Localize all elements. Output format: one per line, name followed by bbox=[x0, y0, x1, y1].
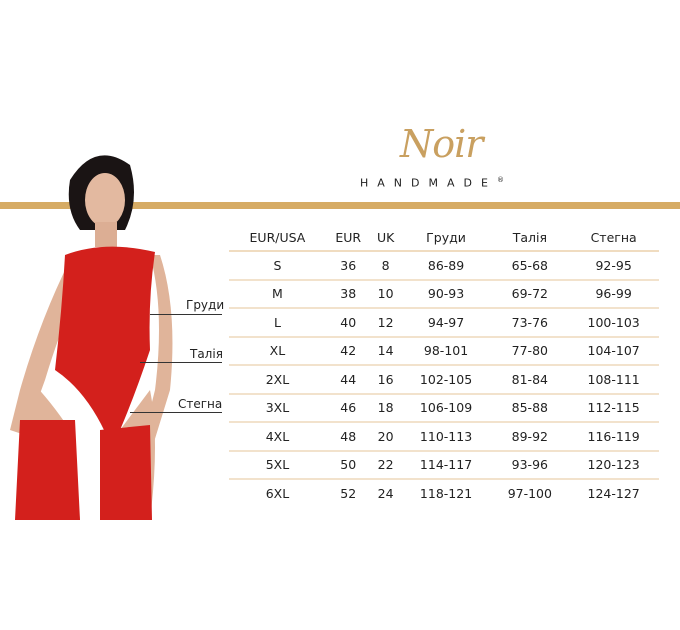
column-header: Талія bbox=[491, 224, 569, 252]
table-cell: 42 bbox=[325, 336, 371, 366]
chest-line bbox=[150, 314, 222, 315]
table-cell: 16 bbox=[370, 365, 401, 395]
logo-subtitle: HANDMADE® bbox=[360, 176, 504, 190]
table-cell: 52 bbox=[340, 485, 357, 501]
arms bbox=[10, 255, 173, 455]
table-cell: 98-101 bbox=[400, 336, 492, 366]
table-cell: 14 bbox=[370, 336, 401, 366]
size-table: EUR/USA EUR UK Груди Талія Стегна S 36 8 86-89 65… bbox=[229, 224, 659, 507]
chest-label: Груди bbox=[186, 298, 225, 312]
table-cell: 108-111 bbox=[568, 365, 659, 395]
table-cell: 40 bbox=[325, 308, 371, 338]
table-cell: 118-121 bbox=[419, 485, 473, 501]
table-cell: 124-127 bbox=[587, 485, 640, 501]
table-cell: 97-100 bbox=[507, 485, 552, 501]
table-cell: 102-105 bbox=[400, 365, 492, 395]
logo-script: Noir bbox=[400, 122, 483, 166]
table-cell: 92-95 bbox=[568, 251, 659, 281]
table-cell: 20 bbox=[370, 422, 401, 452]
table-cell: 90-93 bbox=[400, 279, 492, 309]
table-cell: 120-123 bbox=[568, 450, 659, 480]
table-cell: 48 bbox=[325, 422, 371, 452]
table-cell: 106-109 bbox=[400, 393, 492, 423]
table-cell: 65-68 bbox=[491, 251, 569, 281]
table-row: 3XL 46 18 106-109 85-88 112-115 bbox=[229, 393, 659, 423]
table-row: S 36 8 86-89 65-68 92-95 bbox=[229, 251, 659, 281]
table-cell: 5XL bbox=[229, 450, 326, 480]
table-cell: 110-113 bbox=[400, 422, 492, 452]
column-header: Стегна bbox=[568, 224, 659, 252]
table-cell: 85-88 bbox=[491, 393, 569, 423]
table-row: 5XL 50 22 114-117 93-96 120-123 bbox=[229, 450, 659, 480]
table-cell: 100-103 bbox=[568, 308, 659, 338]
column-header: EUR/USA bbox=[229, 224, 326, 252]
table-cell: 4XL bbox=[229, 422, 326, 452]
table-header: EUR/USA EUR UK Груди Талія Стегна bbox=[229, 224, 659, 252]
model-photo bbox=[10, 155, 173, 520]
table-cell: 2XL bbox=[229, 365, 326, 395]
face bbox=[85, 173, 125, 227]
table-cell: 96-99 bbox=[568, 279, 659, 309]
table-cell: 112-115 bbox=[568, 393, 659, 423]
hips-label: Стегна bbox=[178, 397, 223, 411]
table-cell: L bbox=[229, 308, 326, 338]
table-cell: 8 bbox=[370, 251, 401, 281]
table-cell: 36 bbox=[325, 251, 371, 281]
table-cell: 114-117 bbox=[400, 450, 492, 480]
table-cell: XL bbox=[229, 336, 326, 366]
table-row: XL 42 14 98-101 77-80 104-107 bbox=[229, 336, 659, 366]
waist-line bbox=[140, 362, 222, 363]
table-row: 2XL 44 16 102-105 81-84 108-111 bbox=[229, 365, 659, 395]
table-cell: 81-84 bbox=[491, 365, 569, 395]
table-cell: M bbox=[229, 279, 326, 309]
table-row: M 38 10 90-93 69-72 96-99 bbox=[229, 279, 659, 309]
table-cell: 86-89 bbox=[400, 251, 492, 281]
table-row: 6XL 52 24 118-121 97-100 124-127 bbox=[229, 479, 659, 507]
table-cell: 10 bbox=[370, 279, 401, 309]
table-cell: 22 bbox=[370, 450, 401, 480]
table-cell: 38 bbox=[325, 279, 371, 309]
bodysuit bbox=[55, 246, 155, 432]
table-cell: S bbox=[229, 251, 326, 281]
neck bbox=[95, 222, 117, 247]
stockings bbox=[15, 420, 152, 520]
table-cell: 6XL bbox=[265, 485, 290, 501]
column-header: Груди bbox=[400, 224, 492, 252]
table-cell: 50 bbox=[325, 450, 371, 480]
table-cell: 116-119 bbox=[568, 422, 659, 452]
logo-sub-text: HANDMADE bbox=[360, 176, 497, 190]
table-row: L 40 12 94-97 73-76 100-103 bbox=[229, 308, 659, 338]
column-header: EUR bbox=[325, 224, 371, 252]
table-cell: 12 bbox=[370, 308, 401, 338]
waist-label: Талія bbox=[190, 347, 223, 361]
registered-mark: ® bbox=[496, 176, 504, 184]
table-cell: 69-72 bbox=[491, 279, 569, 309]
column-header: UK bbox=[370, 224, 401, 252]
table-cell: 44 bbox=[325, 365, 371, 395]
table-cell: 94-97 bbox=[400, 308, 492, 338]
gold-divider bbox=[0, 202, 680, 209]
table-cell: 104-107 bbox=[568, 336, 659, 366]
hips-line bbox=[130, 412, 222, 413]
table-cell: 93-96 bbox=[491, 450, 569, 480]
table-cell: 73-76 bbox=[491, 308, 569, 338]
table-row: 4XL 48 20 110-113 89-92 116-119 bbox=[229, 422, 659, 452]
table-cell: 3XL bbox=[229, 393, 326, 423]
table-cell: 77-80 bbox=[491, 336, 569, 366]
table-cell: 89-92 bbox=[491, 422, 569, 452]
table-cell: 24 bbox=[377, 485, 394, 501]
table-cell: 18 bbox=[370, 393, 401, 423]
table-cell: 46 bbox=[325, 393, 371, 423]
